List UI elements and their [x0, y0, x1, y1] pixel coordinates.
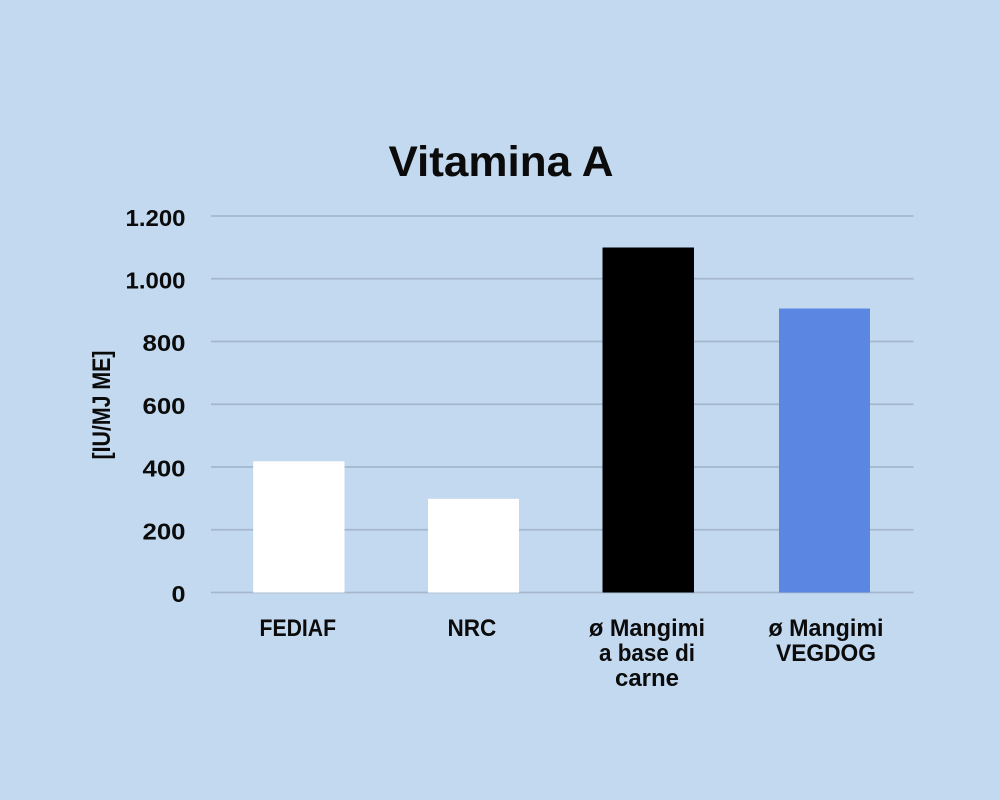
svg-text:0: 0: [172, 581, 186, 607]
svg-text:ø Mangimi: ø Mangimi: [769, 615, 884, 642]
svg-text:200: 200: [143, 519, 186, 545]
svg-text:[IU/MJ ME]: [IU/MJ ME]: [88, 351, 116, 460]
svg-text:1.200: 1.200: [126, 205, 186, 231]
svg-text:a base di: a base di: [599, 640, 695, 667]
svg-text:1.000: 1.000: [126, 268, 186, 294]
svg-text:ø Mangimi: ø Mangimi: [589, 615, 705, 642]
svg-text:600: 600: [143, 393, 186, 419]
svg-text:FEDIAF: FEDIAF: [260, 615, 337, 642]
svg-text:NRC: NRC: [448, 615, 497, 642]
svg-text:800: 800: [143, 330, 186, 356]
svg-text:400: 400: [143, 456, 186, 482]
svg-text:Vitamina A: Vitamina A: [389, 138, 614, 186]
svg-text:VEGDOG: VEGDOG: [776, 640, 876, 667]
svg-text:carne: carne: [615, 665, 679, 692]
